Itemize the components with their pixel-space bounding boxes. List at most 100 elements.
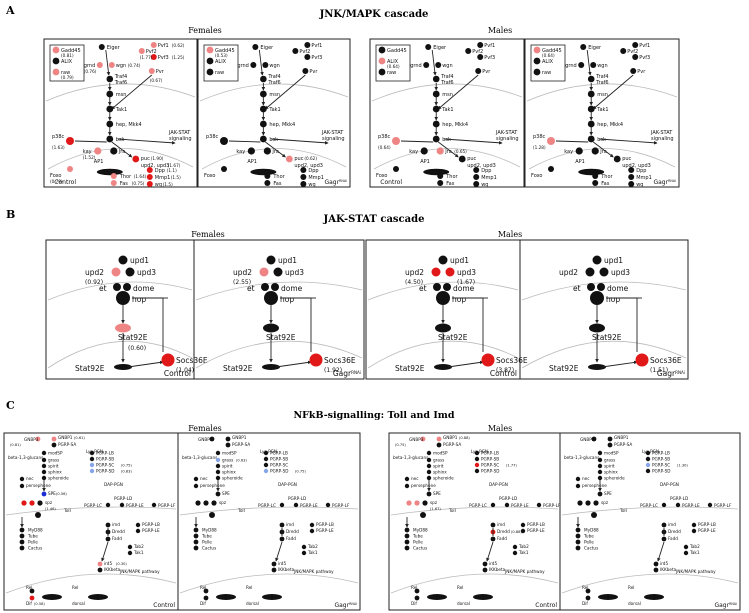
dif-label: Dif bbox=[26, 601, 32, 606]
pgrple2-node bbox=[520, 528, 526, 534]
cell-membrane-arc bbox=[371, 83, 523, 102]
pvr-value: (0.67) bbox=[150, 78, 163, 83]
upd1-node bbox=[592, 255, 602, 265]
rel-node bbox=[414, 588, 420, 594]
dna-blob-1 bbox=[427, 594, 447, 600]
pgrpsa-label: PGRP-SA bbox=[614, 442, 632, 447]
pgrplb2-node bbox=[520, 522, 526, 528]
rel-label: Rel bbox=[26, 585, 32, 590]
p38c-node bbox=[66, 137, 74, 145]
section-a-males-label: Males bbox=[488, 26, 512, 35]
upd-label: upd2, upd3 bbox=[294, 163, 323, 169]
nec-label: nec bbox=[26, 476, 34, 481]
pgrplb-node bbox=[645, 450, 651, 456]
bsk-label: bsk bbox=[597, 137, 606, 143]
tab2-label: Tab2 bbox=[518, 544, 529, 549]
socs-arrow bbox=[447, 360, 484, 368]
persephone-node bbox=[575, 483, 581, 489]
ird5-label: ird5 bbox=[278, 561, 286, 566]
p38c-label: p38c bbox=[533, 134, 546, 140]
foxo-value: (0.79) bbox=[50, 179, 63, 184]
persephone-label: persephone bbox=[411, 483, 436, 488]
puc-arrow bbox=[111, 141, 133, 158]
legend-value-gadd45: (0.53) bbox=[215, 53, 228, 58]
pelle-label: Pelle bbox=[202, 540, 212, 545]
pgrpsc-node bbox=[645, 462, 651, 468]
pvf1-node bbox=[477, 42, 484, 48]
pvf3-label: Pvf3 bbox=[484, 55, 495, 61]
legend-label-alix: ALIX bbox=[215, 59, 227, 65]
pgrpsc-node bbox=[89, 462, 95, 468]
pgrplc-label: PGRP-LC bbox=[84, 503, 102, 508]
pvf1-label: Pvf1 bbox=[158, 43, 169, 49]
jnk-pathway-label: JNK/MAPK pathway bbox=[504, 569, 545, 574]
spz-node-1 bbox=[577, 500, 583, 506]
kay-label: kay bbox=[236, 149, 245, 155]
stat92e-value: (0.60) bbox=[128, 345, 146, 352]
jra-value: (0.65) bbox=[454, 149, 467, 154]
legend-dot-gadd45 bbox=[206, 46, 214, 54]
p38c-value: (0.64) bbox=[378, 145, 391, 150]
legend-dot-alix bbox=[533, 57, 541, 65]
grass-label: grass bbox=[433, 458, 444, 463]
nuclear-membrane-arc bbox=[390, 573, 559, 594]
upd1-node bbox=[266, 255, 276, 265]
traf6-label: Traf6 bbox=[595, 80, 608, 86]
modsp-label: modSP bbox=[604, 451, 619, 456]
tak1-label: Tak1 bbox=[307, 550, 318, 555]
stat92e-nuclear-label: Stat92E bbox=[395, 364, 425, 373]
eiger-label: Eiger bbox=[433, 45, 447, 51]
toll-label: Toll bbox=[63, 508, 71, 513]
spheroide-node bbox=[426, 475, 432, 481]
hop-label: hop bbox=[606, 295, 620, 304]
pvf2-label: Pvf2 bbox=[472, 49, 483, 55]
pgrpsc-label: PGRP-SC bbox=[96, 463, 114, 468]
spe-value: (0.56) bbox=[56, 492, 67, 496]
fas-label: Fas bbox=[273, 181, 281, 187]
pgrpsc-node bbox=[474, 462, 480, 468]
stat92e-node bbox=[589, 323, 605, 333]
dpp-label: Dpp bbox=[636, 168, 646, 174]
lyspgn-label: Lys-PGN bbox=[260, 449, 277, 454]
jnk-pathway-label: JNK/MAPK pathway bbox=[119, 569, 160, 574]
spz-node-3 bbox=[37, 500, 43, 506]
legend-dot-alix bbox=[206, 57, 214, 65]
puc-value: (0.62) bbox=[304, 156, 317, 161]
persephone-label: persephone bbox=[200, 483, 225, 488]
pvf1-label: Pvf1 bbox=[484, 43, 495, 49]
pgrpld-label: PGRP-LD bbox=[114, 496, 132, 501]
legend-value-alix: (0.64) bbox=[387, 64, 400, 69]
spirit-label: spirit bbox=[604, 464, 615, 469]
tak1-node bbox=[512, 550, 518, 556]
pgrple-intra-label: PGRP-LE bbox=[142, 528, 160, 533]
nec-label: nec bbox=[200, 476, 208, 481]
legend-dot-raw bbox=[378, 68, 386, 76]
dna-blob bbox=[114, 364, 132, 370]
pgrpsd-label: PGRP-SD bbox=[481, 469, 500, 474]
gnbp3-node bbox=[420, 436, 426, 442]
dredd-label: Dredd bbox=[668, 529, 681, 534]
fadd-label: Fadd bbox=[668, 536, 678, 541]
modsp-node bbox=[597, 450, 603, 456]
jra-node bbox=[263, 147, 271, 155]
stat92e-label: Stat92E bbox=[266, 333, 296, 342]
mmp1-label: Mmp1 bbox=[308, 175, 324, 181]
spz-node-1 bbox=[406, 500, 412, 506]
kay-label: kay bbox=[564, 149, 573, 155]
dpp-node bbox=[473, 167, 480, 173]
nuclear-membrane-arc bbox=[5, 573, 177, 594]
foxo-label: Foxo bbox=[376, 173, 387, 179]
gnbp1-label: GNBP1 bbox=[232, 435, 247, 440]
pgrple-node bbox=[675, 502, 681, 508]
section-c-females-label: Females bbox=[188, 424, 222, 433]
spz-node-1 bbox=[195, 500, 201, 506]
section-letter-a: A bbox=[5, 4, 15, 17]
puc-arrow bbox=[592, 141, 614, 158]
grnd-label: grnd bbox=[84, 63, 95, 69]
thor-node bbox=[110, 173, 117, 179]
et-label: et bbox=[419, 284, 427, 293]
legend-label-raw: raw bbox=[61, 70, 70, 76]
nec-node bbox=[404, 476, 410, 482]
pvr-node bbox=[630, 68, 637, 74]
pgrplb2-node bbox=[309, 522, 315, 528]
